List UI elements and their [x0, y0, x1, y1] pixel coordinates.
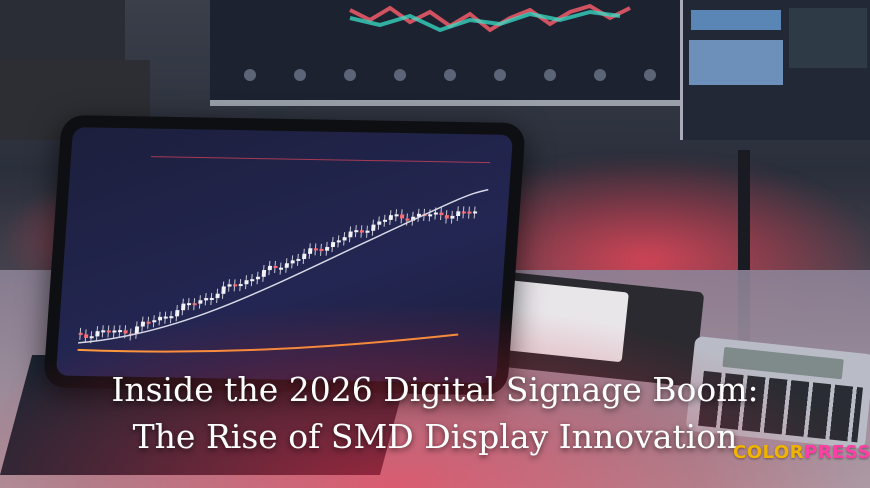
candle-body — [439, 212, 444, 216]
candle-body — [290, 260, 295, 264]
candle-body — [377, 221, 382, 225]
candle-body — [382, 219, 388, 222]
headline-line-2: The Rise of SMD Display Innovation — [132, 417, 738, 456]
red-vignette — [0, 300, 870, 488]
candle-body — [273, 265, 278, 269]
candle-body — [325, 246, 330, 251]
candle-body — [394, 214, 399, 217]
candle-body — [209, 297, 214, 300]
candle-body — [444, 215, 449, 219]
candle-body — [302, 253, 307, 260]
candle-body — [354, 230, 359, 233]
background-monitor-right — [680, 0, 870, 140]
colorpress-logo: COLORPRESS — [733, 442, 870, 463]
headline-line-1: Inside the 2026 Digital Signage Boom: — [111, 370, 759, 409]
candle-body — [250, 279, 255, 282]
candle-body — [371, 224, 376, 231]
candle-body — [473, 211, 478, 214]
candle-body — [450, 215, 455, 219]
candle-body — [399, 214, 405, 219]
candle-body — [388, 215, 394, 220]
candle-body — [348, 231, 353, 238]
candle-body — [278, 267, 284, 270]
candle-body — [319, 248, 324, 251]
candle-body — [261, 269, 267, 277]
candle-body — [342, 237, 347, 241]
candle-body — [204, 298, 209, 301]
candle-body — [461, 211, 466, 214]
candle-body — [244, 280, 249, 285]
background-monitor-left — [0, 0, 125, 60]
candle-body — [284, 263, 289, 268]
candle-body — [215, 293, 220, 299]
headline: Inside the 2026 Digital Signage Boom: Th… — [0, 366, 870, 460]
reference-line — [150, 156, 491, 164]
candle-body — [359, 230, 364, 233]
candle-body — [227, 284, 232, 287]
candle-body — [456, 211, 461, 217]
candle-body — [330, 242, 336, 248]
candle-body — [233, 284, 238, 287]
candle-body — [255, 276, 261, 280]
candle-body — [296, 258, 301, 261]
background-monitor-center — [210, 0, 710, 106]
candle-body — [365, 230, 370, 233]
candle-body — [428, 214, 433, 217]
candle-body — [267, 265, 273, 271]
candle-body — [467, 211, 472, 214]
logo-part-1: COLOR — [733, 442, 805, 463]
candle-body — [336, 240, 341, 243]
candle-body — [313, 248, 318, 251]
candle-body — [405, 218, 410, 221]
candle-body — [433, 212, 438, 215]
candle-body — [221, 286, 226, 294]
background-chart-lines — [244, 3, 656, 81]
candle-body — [238, 284, 243, 287]
logo-part-2: PRESS — [804, 442, 870, 463]
candle-body — [308, 248, 313, 254]
